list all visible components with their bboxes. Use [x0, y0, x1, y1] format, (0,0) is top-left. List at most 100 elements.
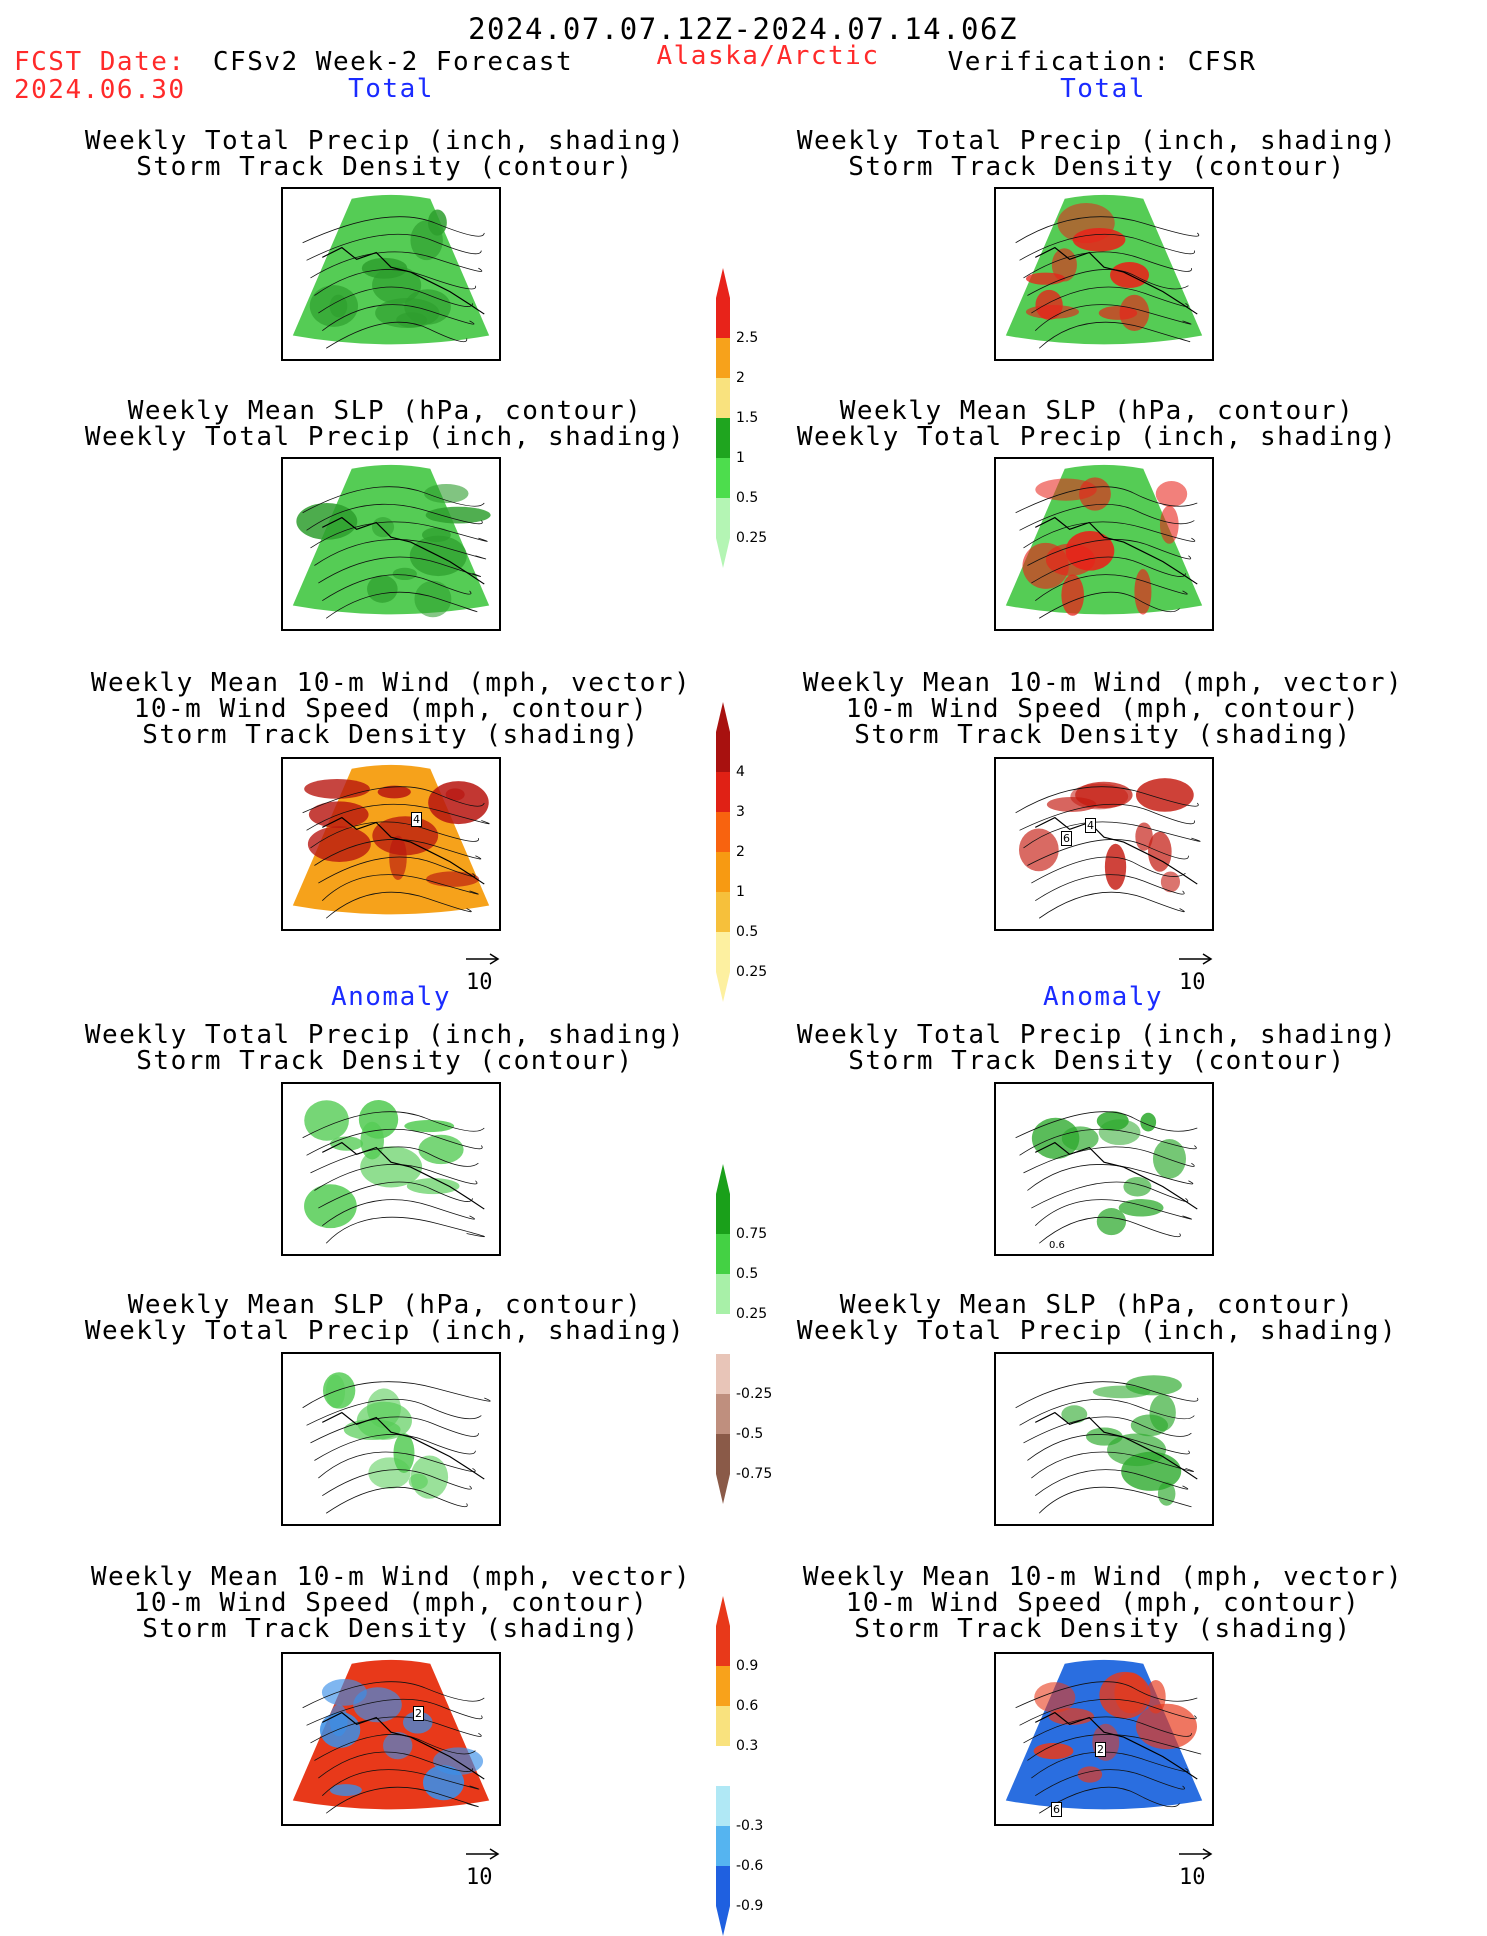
colorbar-swatch — [716, 772, 730, 812]
panel-title-wind: Weekly Mean 10-m Wind (mph, vector) 10-m … — [802, 668, 1404, 750]
contour-line — [321, 874, 479, 901]
coastline — [322, 246, 485, 315]
contour-line — [1023, 251, 1192, 279]
arrow-right-icon — [1179, 953, 1213, 965]
colorbar-bottom-arrow — [716, 538, 730, 568]
shading-blob — [424, 483, 469, 504]
colorbar-tick-label: 0.3 — [736, 1738, 759, 1754]
shading-blob — [1077, 1766, 1103, 1783]
contour-line — [1019, 1128, 1197, 1156]
forecast-period: 2024.07.07.12Z-2024.07.14.06Z — [468, 12, 1018, 46]
shading-blob — [426, 871, 480, 887]
shading-blob — [296, 503, 358, 540]
contour-label: 0.6 — [1049, 1240, 1065, 1251]
contour-line — [1035, 874, 1185, 901]
shading-blob — [1085, 1427, 1123, 1446]
fcst-date-label: FCST Date: — [14, 47, 186, 77]
colorbar-bottom-arrow — [716, 1474, 730, 1504]
coastline — [322, 816, 485, 885]
contour-line — [306, 233, 482, 261]
colorbar-swatch — [716, 458, 730, 498]
shading-blob — [1118, 1199, 1164, 1217]
colorbar-tick-label: 1.5 — [736, 410, 759, 426]
coastline — [1035, 1411, 1198, 1480]
shading-blob — [1098, 306, 1138, 320]
region-title: Alaska/Arctic — [656, 41, 880, 71]
contour-line — [1034, 304, 1192, 331]
shading-blob — [321, 1679, 367, 1706]
contour-line — [322, 1199, 475, 1226]
shading-blob — [408, 1473, 428, 1490]
contour-label: 6 — [1061, 831, 1072, 846]
shading-blob — [406, 1178, 460, 1195]
contour-line — [325, 591, 478, 619]
colorbar-swatch — [716, 1786, 730, 1826]
colorbar-tick-label: 0.25 — [736, 1306, 768, 1322]
contour-line — [318, 556, 481, 584]
map-verification-anomaly-wind — [994, 1652, 1214, 1826]
contour-line — [1023, 1716, 1192, 1744]
coastline — [1035, 1711, 1198, 1780]
shading-blob — [304, 778, 370, 799]
shading-blob — [1092, 1385, 1151, 1399]
shading-blob — [360, 1121, 384, 1160]
colorbar-swatch — [716, 1354, 730, 1394]
colorbar-tick-label: 4 — [736, 764, 745, 780]
contour-line — [1019, 1398, 1195, 1426]
shading-blob — [427, 209, 447, 236]
panel-title-precip-storm: Weekly Total Precip (inch, shading) Storm… — [84, 126, 686, 182]
reference-vector: 10 — [1179, 953, 1213, 995]
colorbar-swatch — [716, 498, 730, 538]
contour-line — [1038, 1216, 1181, 1244]
map-verification-anomaly-precip — [994, 1082, 1214, 1256]
contour-line — [1031, 1451, 1194, 1479]
contour-line — [1015, 1681, 1198, 1709]
colorbar-tick-label: 0.5 — [736, 490, 759, 506]
map-forecast-anomaly-slp — [281, 1352, 501, 1526]
shading-blob — [304, 1184, 357, 1229]
contour-line — [321, 1769, 480, 1796]
shading-blob — [329, 1784, 362, 1796]
contour-line — [325, 1216, 485, 1244]
colorbar-precip-anomaly: 0.75 0.5 0.25 -0.25 -0.5 -0.75 — [716, 1164, 796, 1504]
colorbar-swatch — [716, 298, 730, 338]
shading-blob — [1134, 569, 1152, 615]
contour-line — [314, 1434, 476, 1461]
shading-blob — [392, 567, 417, 581]
panel-title-slp-precip: Weekly Mean SLP (hPa, contour) Weekly Tot… — [84, 396, 686, 452]
contour-line — [1038, 1486, 1192, 1514]
contour-line — [1038, 321, 1191, 349]
shading-blob — [1096, 1208, 1127, 1236]
colorbar-tick-label: -0.6 — [736, 1858, 764, 1874]
arrow-right-icon — [1179, 1848, 1213, 1860]
coastline — [322, 1411, 485, 1480]
shading-blob — [1061, 1126, 1099, 1151]
coastline — [1035, 516, 1198, 585]
colorbar-tick-label: 0.25 — [736, 530, 768, 546]
shading-blob — [1114, 1672, 1147, 1714]
contour-line — [302, 786, 485, 814]
colorbar-tick-label: 2.5 — [736, 330, 759, 346]
coastline — [322, 1711, 485, 1780]
colorbar-swatch — [716, 1866, 730, 1906]
shading-blob — [425, 506, 491, 524]
colorbar-swatch — [716, 1706, 730, 1746]
colorbar-tick-label: 0.75 — [736, 1226, 768, 1242]
contour-line — [1019, 803, 1195, 831]
colorbar-swatch — [716, 378, 730, 418]
contour-line — [1015, 486, 1198, 514]
reference-vector: 10 — [466, 953, 500, 995]
shading-blob — [367, 1388, 401, 1429]
contour-line — [322, 574, 472, 601]
panel-title-slp-precip: Weekly Mean SLP (hPa, contour) Weekly Tot… — [84, 1290, 686, 1346]
map-forecast-total-slp — [281, 457, 501, 631]
contour-label: 2 — [1095, 1742, 1106, 1757]
contour-line — [306, 503, 483, 531]
shading-blob — [377, 785, 411, 799]
colorbar-top-arrow — [716, 1596, 730, 1626]
contour-line — [1031, 556, 1186, 584]
contour-line — [318, 286, 473, 314]
colorbar-tick-label: 2 — [736, 370, 745, 386]
shading-blob — [1061, 1405, 1088, 1424]
section-total-forecast: Total — [348, 74, 434, 104]
